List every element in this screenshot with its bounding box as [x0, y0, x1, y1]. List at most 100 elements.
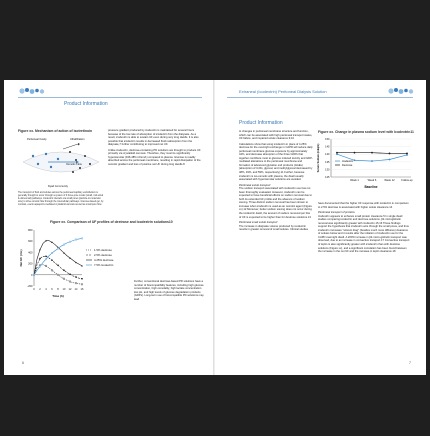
figure-caption: Figure xx. Change in plasma sodium level… — [318, 130, 414, 134]
data-point — [75, 282, 78, 285]
x-tick-label: Week 12 — [384, 178, 395, 182]
paragraph: Calculations show that using icodextrin … — [239, 142, 313, 182]
data-point — [63, 252, 65, 254]
document-spread: Product Information Figure xx. Mechanism… — [4, 80, 426, 375]
page-number: 7 — [409, 361, 411, 365]
right-column-text-2: have documented that the higher UF respo… — [318, 202, 410, 256]
data-point — [406, 154, 408, 156]
x-tick-label: 16 — [81, 287, 84, 291]
y-tick-label: 145 — [325, 145, 330, 149]
page-number: 6 — [22, 361, 24, 365]
data-point — [51, 251, 54, 254]
data-point — [51, 269, 54, 272]
data-point — [336, 153, 338, 156]
data-point — [45, 239, 47, 242]
right-column-text-1: to changes in peritoneal membrane struct… — [239, 130, 313, 234]
data-point — [51, 241, 53, 244]
data-point — [353, 151, 356, 154]
figure-caption: Figure xx. Mechanism of action of isotre… — [18, 129, 93, 133]
company-logo — [388, 88, 414, 94]
data-point — [63, 277, 66, 280]
figure-caption: Figure xx. Comparison of UF profiles of … — [50, 220, 173, 224]
data-point — [75, 238, 78, 241]
right-page: Extraneal (Icodextrin) Peritoneal Dialys… — [215, 80, 425, 375]
data-point — [63, 269, 65, 272]
y-tick-label: 400 — [28, 250, 33, 254]
data-point — [51, 259, 53, 261]
data-point — [32, 273, 35, 276]
y-tick-label: 150 — [325, 137, 330, 141]
label-peritoneal-cavity: Peritoneal Cavity — [27, 137, 47, 141]
paragraph: have documented that the higher UF respo… — [318, 202, 409, 209]
data-point — [57, 247, 60, 250]
data-point — [388, 152, 391, 155]
data-point — [45, 258, 48, 261]
data-point — [371, 160, 373, 162]
y-tick-label: 600 — [28, 239, 33, 243]
data-point — [81, 264, 83, 267]
data-point — [57, 273, 60, 276]
sodium-chart: 125 130 135 140 145 150 Week 1 Week 6 Week 12 Fol… — [316, 137, 413, 189]
data-point — [69, 240, 72, 243]
x-tick-label: 6 — [51, 287, 53, 291]
x-tick-label: 2 — [39, 287, 41, 291]
running-header: Extraneal (Icodextrin) Peritoneal Dialys… — [239, 89, 327, 94]
data-point — [69, 273, 71, 275]
mechanism-diagram: Peritoneal Cavity Ultrafiltration Osmoti… — [18, 134, 104, 190]
x-tick-label: 8 — [57, 287, 59, 291]
x-tick-label: 4 — [45, 287, 47, 291]
header-rule — [227, 97, 413, 98]
x-tick-label: 12 — [69, 287, 72, 291]
paragraph: Unlike icodextrin, dextrose-containing P… — [108, 148, 201, 166]
subheading: Peritoneal solute transport — [239, 183, 271, 187]
data-point — [69, 257, 71, 259]
y-tick-label: 125 — [325, 175, 330, 179]
figure-footnote: The transport of fluid and solutes acros… — [18, 192, 104, 206]
y-axis-title: Serum Sodium (mEq/L) — [316, 144, 320, 173]
paragraph: The increase in dialysate volume produce… — [239, 224, 309, 232]
data-point — [39, 248, 41, 251]
legend-label: Dextrose — [342, 163, 353, 167]
data-point — [69, 280, 72, 283]
data-point — [353, 159, 356, 162]
data-point — [406, 152, 408, 155]
data-point — [45, 264, 48, 267]
page-title: Product Information — [64, 101, 108, 107]
legend-label: 7.5% Icodextrin — [94, 263, 114, 267]
subheading: Peritoneal transport of proteins — [318, 211, 355, 215]
y-tick-label: 800 — [28, 228, 33, 232]
x-tick-label: Week 6 — [368, 178, 377, 182]
x-axis-title: Baseline — [364, 185, 377, 189]
y-tick-label: -200 — [27, 284, 33, 288]
y-axis-title: Net UF (mL) — [19, 250, 23, 267]
x-tick-label: 0 — [33, 287, 35, 291]
x-tick-label: 10 — [63, 287, 66, 291]
legend-label: 1.5% dextrose — [94, 248, 112, 252]
data-point — [81, 283, 84, 286]
data-point — [81, 237, 84, 240]
header-rule — [18, 97, 202, 98]
data-point — [63, 243, 66, 246]
data-point — [75, 261, 77, 264]
data-point — [45, 255, 47, 258]
paragraph: to changes in peritoneal membrane struct… — [239, 130, 313, 141]
x-tick-label: 14 — [75, 287, 78, 291]
page-title: Product Information — [239, 120, 283, 126]
left-column-text-2: Further, conventional dextrose-based PD … — [134, 280, 204, 303]
legend-label: Icodextrin — [342, 159, 354, 163]
paragraph: pressure gradient produced by icodextrin… — [108, 129, 199, 147]
data-point — [371, 151, 373, 154]
x-tick-label: Week 1 — [350, 178, 359, 182]
data-point — [336, 151, 338, 154]
paragraph: The sodium transport associated with ico… — [239, 187, 312, 219]
page-gutter — [213, 80, 215, 375]
data-point — [388, 158, 391, 161]
legend-label: 2.5% dextrose — [94, 253, 112, 257]
label-ultrafiltration: Ultrafiltration — [70, 137, 85, 141]
subheading: Peritoneal small solute transport — [239, 221, 278, 225]
data-point — [39, 257, 41, 260]
company-logo — [19, 88, 45, 94]
paragraph: Icodextrin appears to enhance small prot… — [318, 214, 410, 254]
x-axis-title: Time (h) — [52, 294, 64, 298]
